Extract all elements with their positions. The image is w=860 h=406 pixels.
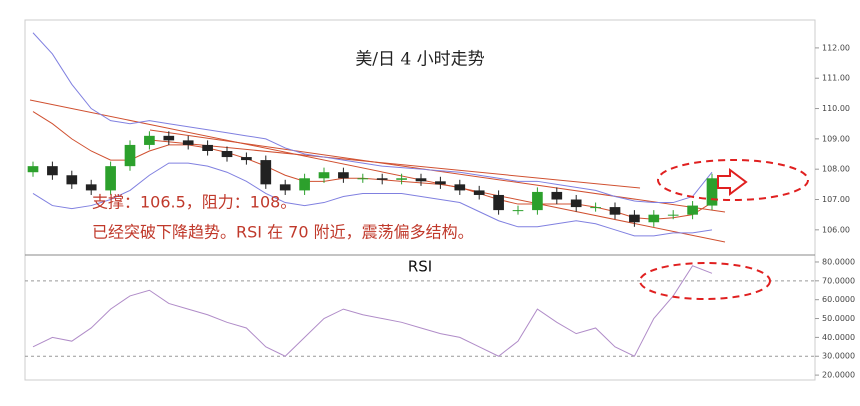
candle-body: [415, 178, 427, 182]
rsi-tick-label: 50.0000: [822, 314, 855, 323]
trend-line: [29, 99, 726, 243]
candle-body: [221, 150, 233, 158]
candle-body: [570, 199, 582, 208]
candle-body: [124, 144, 136, 167]
y-tick-label: 108.00: [822, 165, 850, 174]
candle-body: [260, 160, 272, 185]
candle-body: [202, 144, 213, 151]
candle-body: [318, 172, 330, 179]
arrow: [717, 168, 748, 196]
candle-body: [241, 157, 252, 161]
chart-title: 美/日 4 小时走势: [355, 50, 484, 70]
candle-body: [493, 194, 504, 211]
candle-body: [648, 214, 660, 223]
candle-body: [454, 184, 466, 191]
candle-body: [163, 135, 175, 141]
rsi-tick-label: 30.0000: [822, 352, 855, 361]
candle-body: [396, 178, 407, 180]
rsi-tick-label: 20.0000: [822, 371, 855, 380]
y-tick-label: 110.00: [822, 104, 850, 113]
y-tick-label: 111.00: [822, 74, 850, 83]
candle-body: [590, 207, 601, 209]
rsi-tick-label: 40.0000: [822, 333, 855, 342]
candle-body: [27, 166, 39, 173]
band-lower: [32, 162, 713, 237]
y-tick-label: 106.00: [822, 225, 850, 234]
rsi-tick-label: 80.0000: [822, 257, 855, 266]
candle-body: [279, 184, 291, 191]
highlight-ellipse: [657, 159, 809, 201]
rsi-tick-label: 60.0000: [822, 295, 855, 304]
highlight-ellipse: [639, 262, 771, 300]
candle-body: [66, 175, 78, 185]
candle-body: [435, 181, 446, 185]
rsi-title: RSI: [408, 258, 432, 276]
band-upper: [32, 32, 713, 204]
candle-body: [144, 135, 155, 145]
rsi-line: [32, 265, 713, 357]
candle-body: [551, 191, 563, 200]
trend-lines: [29, 99, 726, 243]
rsi-tick-label: 70.0000: [822, 276, 855, 285]
candle-body: [706, 178, 718, 206]
y-tick-label: 107.00: [822, 195, 850, 204]
candle-body: [376, 178, 388, 180]
candle-body: [629, 214, 640, 223]
annotation: 支撑：106.5，阻力：108。: [92, 193, 296, 212]
candle-body: [299, 178, 310, 191]
candle-body: [338, 172, 349, 179]
candle-body: [473, 190, 485, 195]
candle-body: [532, 191, 543, 211]
candle-body: [357, 178, 369, 180]
trend-line: [149, 129, 726, 213]
candle-body: [105, 166, 116, 191]
candle-body: [512, 210, 524, 212]
y-tick-label: 109.00: [822, 134, 850, 143]
candle-body: [47, 166, 58, 176]
trend-line: [149, 139, 641, 189]
candle-body: [609, 207, 621, 215]
candle-body: [182, 140, 194, 145]
y-tick-label: 112.00: [822, 43, 850, 52]
candle-body: [687, 205, 698, 215]
annotation: 已经突破下降趋势。RSI 在 70 附近，震荡偏多结构。: [92, 223, 474, 242]
candle-body: [667, 214, 679, 216]
candle-body: [85, 184, 97, 191]
